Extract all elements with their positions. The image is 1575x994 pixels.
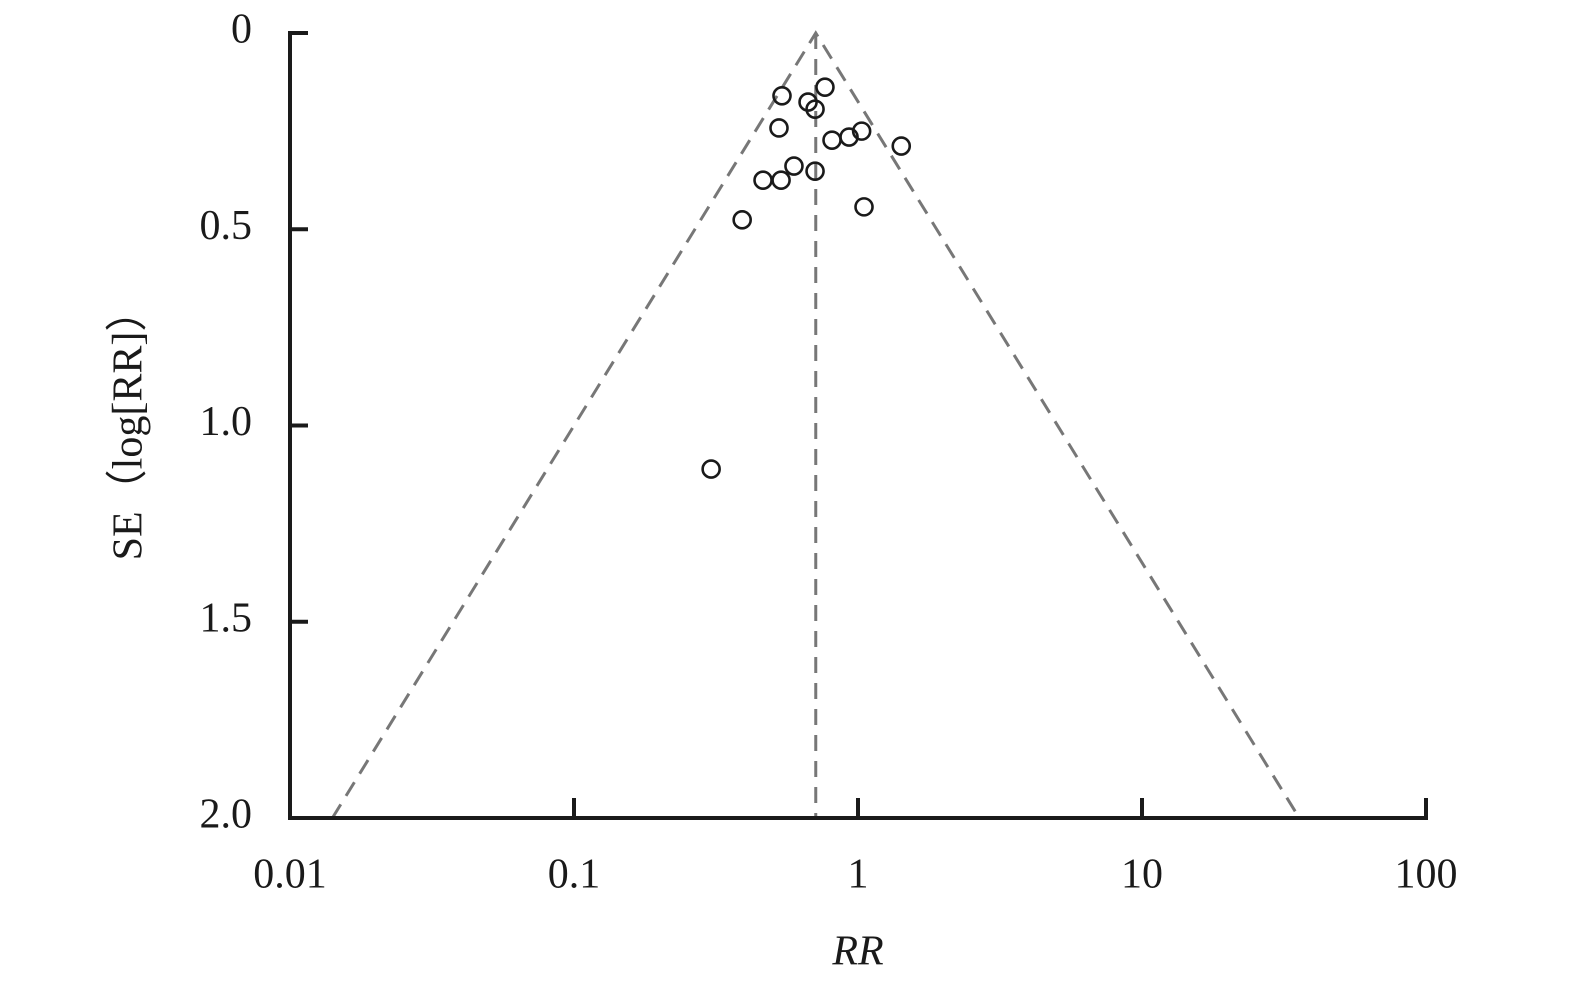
y-tick-label: 1.5	[200, 595, 253, 641]
x-axis-label: RR	[831, 929, 883, 975]
study-marker	[753, 170, 773, 190]
y-tick-label: 0	[231, 7, 252, 53]
x-tick-label: 1	[848, 852, 869, 898]
study-marker	[891, 136, 912, 156]
study-marker	[771, 170, 791, 190]
study-marker	[822, 130, 842, 150]
study-marker	[805, 99, 825, 119]
y-tick-label: 0.5	[200, 203, 253, 249]
study-marker	[772, 86, 792, 106]
x-tick-label: 10	[1121, 852, 1163, 898]
study-marker	[701, 459, 721, 479]
y-tick-label: 1.0	[200, 399, 253, 445]
study-marker	[798, 92, 818, 112]
x-tick-label: 0.01	[253, 852, 327, 898]
study-marker	[805, 161, 825, 181]
y-axis-label: SE（log[RR]）	[106, 290, 152, 561]
study-marker	[732, 210, 752, 230]
study-marker	[784, 156, 804, 176]
study-marker	[769, 118, 789, 138]
study-marker	[854, 197, 874, 217]
x-tick-label: 100	[1395, 852, 1458, 898]
y-tick-label: 2.0	[200, 792, 253, 838]
study-marker	[815, 77, 835, 97]
study-marker	[851, 121, 872, 141]
x-tick-label: 0.1	[548, 852, 601, 898]
